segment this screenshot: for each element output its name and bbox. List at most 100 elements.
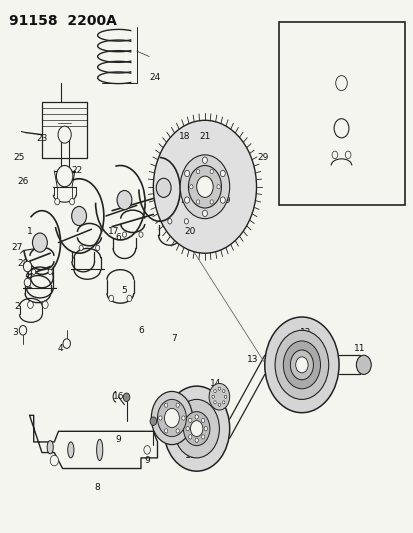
Circle shape — [220, 170, 225, 176]
Circle shape — [69, 198, 74, 205]
Bar — [278, 22, 404, 205]
Circle shape — [153, 120, 256, 253]
Circle shape — [188, 435, 192, 439]
Text: 2: 2 — [14, 302, 20, 311]
Circle shape — [181, 416, 185, 420]
Text: 24: 24 — [150, 73, 161, 82]
Text: 16: 16 — [112, 392, 124, 401]
Circle shape — [27, 301, 33, 309]
Circle shape — [109, 295, 114, 302]
Circle shape — [201, 435, 204, 439]
Circle shape — [123, 393, 130, 401]
Circle shape — [188, 418, 192, 423]
Circle shape — [218, 403, 220, 406]
Circle shape — [19, 326, 26, 335]
Circle shape — [202, 210, 207, 216]
Circle shape — [195, 415, 198, 419]
Circle shape — [213, 401, 216, 404]
Circle shape — [356, 356, 370, 374]
Circle shape — [213, 390, 216, 393]
Circle shape — [282, 341, 320, 389]
Circle shape — [164, 403, 167, 407]
Text: 29: 29 — [256, 153, 268, 162]
Text: 22: 22 — [71, 166, 83, 175]
Text: 19: 19 — [219, 196, 231, 205]
Circle shape — [50, 455, 58, 466]
Ellipse shape — [47, 441, 53, 454]
Circle shape — [295, 357, 307, 373]
Text: 23: 23 — [36, 134, 47, 143]
Circle shape — [196, 200, 199, 204]
Circle shape — [167, 219, 171, 224]
Circle shape — [184, 170, 189, 176]
Circle shape — [335, 76, 347, 91]
Text: 7: 7 — [179, 196, 185, 205]
Text: 9: 9 — [144, 456, 150, 465]
Circle shape — [55, 198, 59, 205]
Circle shape — [290, 350, 313, 379]
Circle shape — [183, 411, 209, 446]
Text: 91158  2200A: 91158 2200A — [9, 14, 116, 28]
Circle shape — [176, 429, 179, 433]
Circle shape — [158, 416, 161, 420]
Circle shape — [224, 395, 226, 398]
Text: 15: 15 — [159, 400, 171, 409]
Circle shape — [117, 190, 132, 209]
Circle shape — [176, 403, 179, 407]
Text: 28: 28 — [18, 260, 29, 268]
Circle shape — [222, 390, 224, 393]
Text: 3: 3 — [12, 328, 18, 337]
Text: 1: 1 — [26, 280, 32, 289]
Text: 4: 4 — [57, 344, 63, 353]
Text: 6: 6 — [138, 326, 143, 335]
Circle shape — [331, 151, 337, 159]
Circle shape — [216, 184, 220, 189]
Circle shape — [95, 245, 100, 251]
Circle shape — [180, 155, 229, 219]
Circle shape — [209, 383, 229, 410]
Circle shape — [58, 126, 71, 143]
Circle shape — [196, 176, 213, 197]
Circle shape — [222, 401, 224, 404]
Circle shape — [63, 339, 70, 349]
Circle shape — [333, 119, 348, 138]
Circle shape — [190, 421, 202, 437]
Text: 20: 20 — [184, 228, 196, 237]
Circle shape — [139, 232, 143, 237]
Circle shape — [144, 446, 150, 454]
Circle shape — [48, 269, 52, 274]
Text: 11: 11 — [353, 344, 365, 353]
Circle shape — [264, 317, 338, 413]
Text: 6: 6 — [115, 233, 121, 242]
Circle shape — [56, 165, 73, 187]
Ellipse shape — [96, 439, 102, 461]
Text: 13: 13 — [246, 355, 258, 364]
Circle shape — [150, 417, 156, 425]
Circle shape — [79, 245, 83, 251]
Circle shape — [31, 269, 36, 274]
Circle shape — [218, 387, 220, 390]
Circle shape — [201, 418, 204, 423]
Circle shape — [209, 169, 213, 174]
Circle shape — [209, 200, 213, 204]
Circle shape — [23, 261, 31, 272]
Text: 9: 9 — [115, 435, 121, 444]
Text: 17: 17 — [108, 228, 120, 237]
Circle shape — [185, 426, 189, 431]
Text: 27: 27 — [12, 244, 23, 253]
Circle shape — [344, 151, 350, 159]
Text: 10: 10 — [184, 451, 196, 460]
Circle shape — [32, 233, 47, 252]
Circle shape — [195, 438, 198, 442]
Circle shape — [122, 232, 126, 237]
Circle shape — [189, 184, 192, 189]
Circle shape — [151, 391, 192, 445]
Circle shape — [127, 295, 132, 302]
Circle shape — [164, 429, 167, 433]
Text: 8: 8 — [95, 482, 100, 491]
Circle shape — [173, 399, 219, 458]
Ellipse shape — [68, 442, 74, 458]
Circle shape — [164, 408, 179, 427]
Text: 21: 21 — [199, 132, 210, 141]
Circle shape — [274, 330, 328, 399]
